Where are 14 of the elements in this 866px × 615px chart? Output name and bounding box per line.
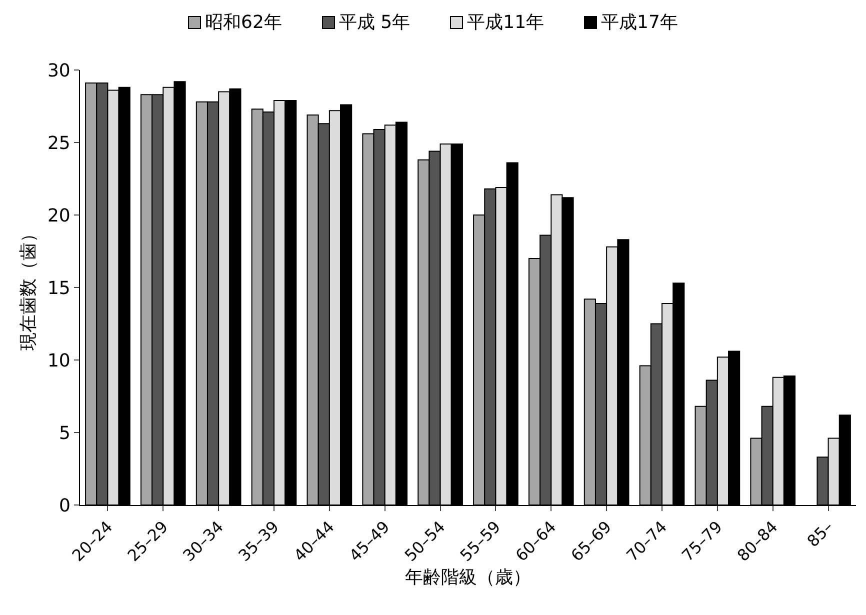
legend-label: 平成11年 (467, 11, 544, 34)
y-tick-label: 10 (47, 350, 70, 372)
y-tick-label: 15 (47, 278, 70, 299)
y-tick-label: 25 (47, 132, 70, 154)
legend-label: 平成 5年 (338, 11, 410, 34)
x-tick-label: 85– (803, 517, 837, 551)
x-axis-title: 年齢階級（歳） (405, 567, 531, 588)
y-tick-label: 0 (58, 495, 70, 516)
legend-label: 平成17年 (601, 11, 678, 34)
y-axis-title: 現在歯数（歯） (18, 224, 39, 350)
legend-label: 昭和62年 (205, 11, 282, 34)
y-tick-label: 20 (47, 205, 70, 226)
y-tick-label: 5 (58, 422, 70, 444)
y-tick-label: 30 (47, 60, 70, 82)
